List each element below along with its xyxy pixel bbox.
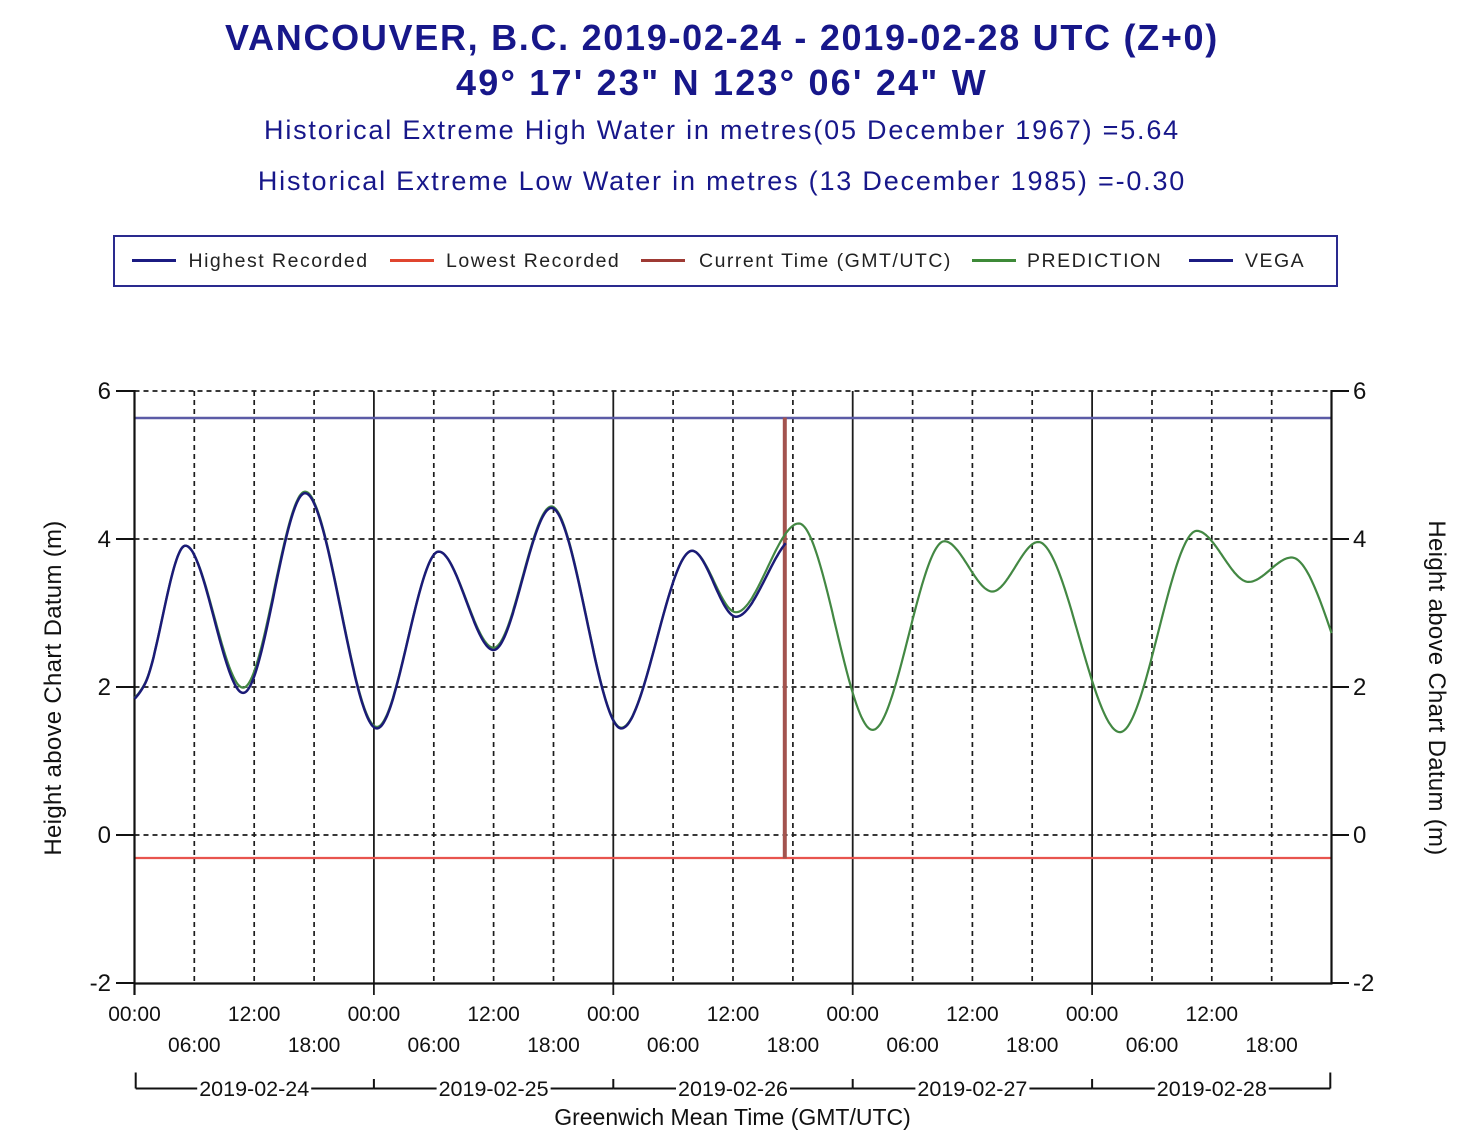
svg-text:2019-02-27: 2019-02-27	[917, 1077, 1027, 1101]
svg-text:2019-02-26: 2019-02-26	[678, 1077, 788, 1101]
svg-text:00:00: 00:00	[826, 1003, 879, 1026]
svg-text:Greenwich Mean Time (GMT/UTC): Greenwich Mean Time (GMT/UTC)	[554, 1104, 911, 1130]
svg-text:06:00: 06:00	[647, 1034, 700, 1057]
svg-text:00:00: 00:00	[348, 1003, 401, 1026]
svg-text:12:00: 12:00	[467, 1003, 520, 1026]
svg-text:2: 2	[1353, 674, 1366, 701]
svg-text:00:00: 00:00	[587, 1003, 640, 1026]
svg-text:0: 0	[1353, 822, 1366, 849]
svg-text:2019-02-28: 2019-02-28	[1157, 1077, 1267, 1101]
svg-text:18:00: 18:00	[1245, 1034, 1298, 1057]
svg-text:00:00: 00:00	[1066, 1003, 1119, 1026]
svg-text:06:00: 06:00	[168, 1034, 221, 1057]
svg-text:4: 4	[98, 526, 111, 553]
svg-text:00:00: 00:00	[108, 1003, 161, 1026]
svg-text:2019-02-25: 2019-02-25	[439, 1077, 549, 1101]
svg-text:4: 4	[1353, 526, 1366, 553]
svg-text:12:00: 12:00	[707, 1003, 760, 1026]
svg-text:Height above Chart Datum (m): Height above Chart Datum (m)	[1423, 520, 1450, 855]
svg-text:18:00: 18:00	[1006, 1034, 1059, 1057]
svg-text:2019-02-24: 2019-02-24	[199, 1077, 309, 1101]
svg-text:6: 6	[1353, 378, 1366, 405]
svg-text:6: 6	[98, 378, 111, 405]
svg-text:-2: -2	[90, 970, 111, 997]
svg-text:2: 2	[98, 674, 111, 701]
svg-text:06:00: 06:00	[408, 1034, 461, 1057]
svg-text:18:00: 18:00	[527, 1034, 580, 1057]
svg-text:-2: -2	[1353, 970, 1374, 997]
svg-text:Height above Chart Datum (m): Height above Chart Datum (m)	[40, 520, 67, 855]
svg-text:18:00: 18:00	[288, 1034, 341, 1057]
svg-text:0: 0	[98, 822, 111, 849]
svg-text:12:00: 12:00	[946, 1003, 999, 1026]
svg-text:06:00: 06:00	[886, 1034, 939, 1057]
svg-text:12:00: 12:00	[1186, 1003, 1239, 1026]
svg-text:12:00: 12:00	[228, 1003, 281, 1026]
svg-text:06:00: 06:00	[1126, 1034, 1179, 1057]
svg-text:18:00: 18:00	[767, 1034, 820, 1057]
